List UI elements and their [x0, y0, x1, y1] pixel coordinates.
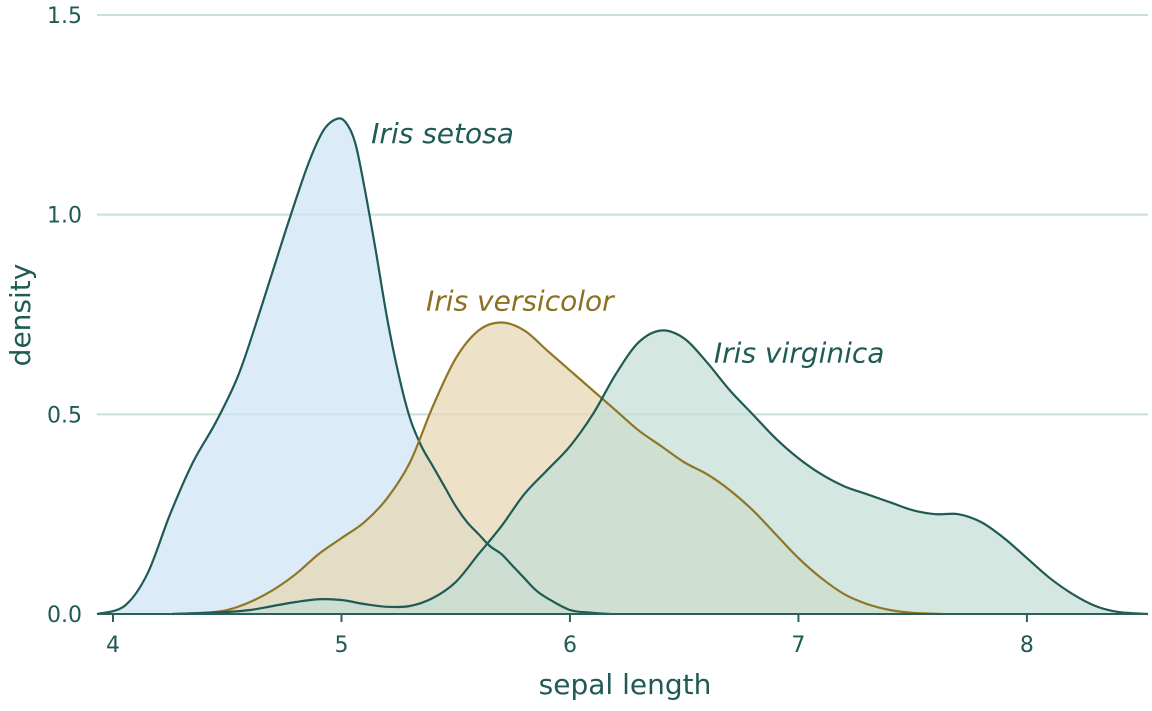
density-areas [96, 117, 1149, 616]
iris-setosa-outline [96, 117, 612, 616]
iris-virginica-area [172, 330, 1148, 614]
iris-versicolor-label: Iris versicolor [426, 285, 615, 318]
y-tick-label: 1.0 [47, 204, 82, 229]
x-axis [97, 613, 1148, 622]
y-axis-tick-labels: 0.0 0.5 1.0 1.5 [47, 4, 82, 628]
x-tick-label: 5 [334, 633, 348, 658]
y-tick-label: 0.5 [47, 403, 82, 428]
x-axis-title: sepal length [539, 668, 712, 701]
x-tick-label: 7 [791, 633, 805, 658]
x-tick-label: 4 [106, 633, 120, 658]
y-axis-title: density [4, 264, 37, 367]
iris-versicolor-outline [172, 321, 945, 616]
series-labels: Iris setosa Iris versicolor Iris virginica [371, 117, 884, 370]
iris-setosa-area [97, 118, 612, 615]
x-tick-label: 8 [1020, 633, 1034, 658]
x-axis-tick-labels: 4 5 6 7 8 [106, 633, 1034, 658]
x-tick-label: 6 [563, 633, 577, 658]
y-tick-label: 0.0 [47, 603, 82, 628]
iris-setosa-label: Iris setosa [371, 117, 514, 150]
y-tick-label: 1.5 [47, 4, 82, 29]
iris-virginica-outline [172, 329, 1149, 616]
iris-virginica-label: Iris virginica [714, 336, 885, 369]
